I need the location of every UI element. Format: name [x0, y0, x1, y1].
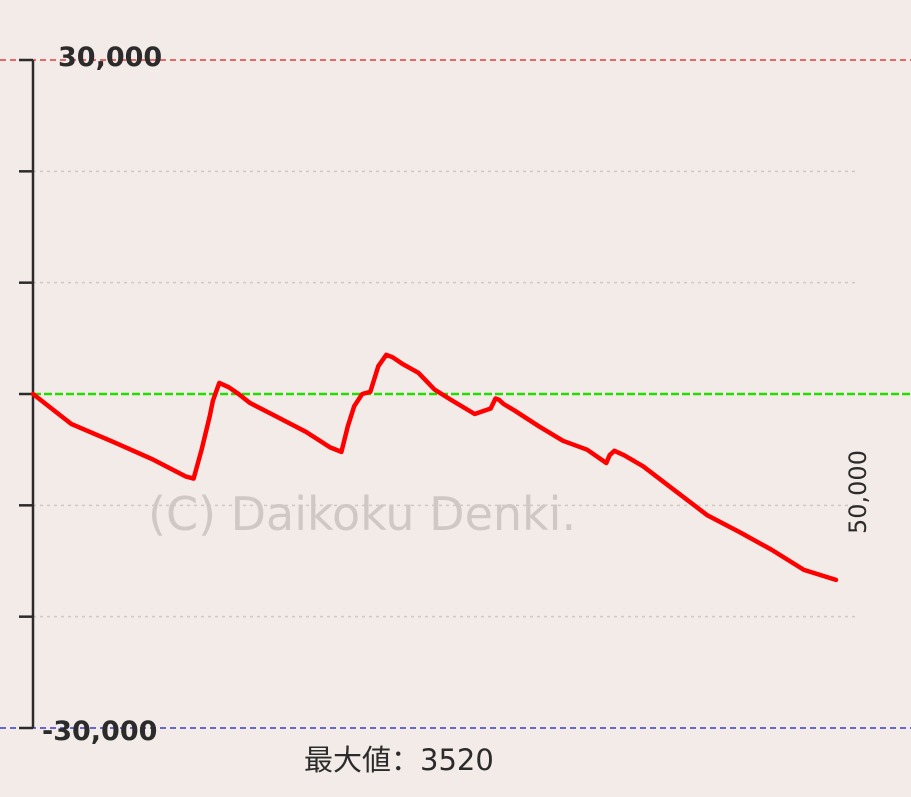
x-end-label: 50,000 [844, 450, 872, 534]
reference-lines [0, 59, 911, 729]
series-line-payout [30, 352, 839, 583]
watermark: (C) Daikoku Denki. [148, 487, 576, 541]
max-value-label: 最大値：3520 [304, 743, 494, 777]
y-tick-label-top: 30,000 [58, 42, 162, 73]
y-tick-label-bottom: -30,000 [42, 716, 157, 747]
